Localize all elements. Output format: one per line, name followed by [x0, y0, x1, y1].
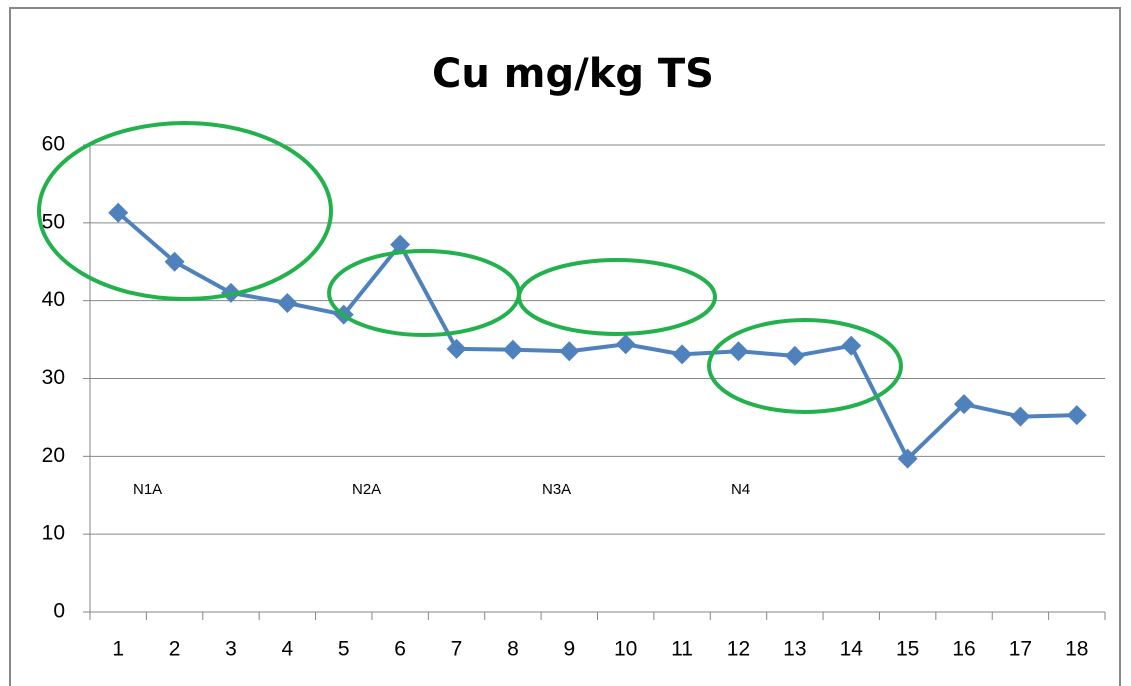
data-point: [615, 334, 636, 355]
ellipse: [37, 121, 333, 301]
x-tick-label: 13: [783, 638, 806, 661]
data-point: [728, 341, 749, 362]
data-point: [1010, 406, 1031, 427]
annotation: N4: [731, 481, 750, 498]
series-line: [116, 211, 1077, 461]
x-tick-label: 3: [225, 638, 237, 661]
y-tick-label: 40: [42, 288, 65, 311]
data-point: [784, 345, 805, 366]
data-point: [672, 344, 693, 365]
data-point: [502, 339, 523, 360]
data-point: [446, 338, 467, 359]
annotation: N3A: [542, 481, 571, 498]
ellipse: [517, 258, 717, 336]
chart-title: Cu mg/kg TS: [432, 51, 714, 97]
data-point: [559, 341, 580, 362]
x-tick-label: 5: [338, 638, 350, 661]
x-tick-label: 7: [451, 638, 463, 661]
data-point: [954, 394, 975, 415]
x-tick-label: 18: [1065, 638, 1088, 661]
highlight-ellipses: [37, 121, 903, 414]
annotation: N1A: [133, 481, 162, 498]
x-tick-label: 9: [563, 638, 575, 661]
x-tick-label: 17: [1009, 638, 1032, 661]
x-tick-label: 1: [112, 638, 124, 661]
ellipse: [707, 318, 903, 414]
y-tick-label: 60: [42, 133, 65, 156]
data-point: [108, 202, 129, 223]
chart-frame: [9, 7, 1121, 686]
x-tick-label: 14: [840, 638, 864, 661]
y-tick-label: 20: [42, 444, 65, 467]
y-tick-label: 30: [42, 366, 65, 389]
y-tick-label: 50: [42, 210, 65, 233]
data-point: [1066, 405, 1087, 426]
annotation: N2A: [352, 481, 381, 498]
x-tick-label: 8: [507, 638, 519, 661]
x-tick-label: 4: [282, 638, 294, 661]
x-tick-label: 12: [727, 638, 750, 661]
x-tick-label: 6: [394, 638, 406, 661]
data-point: [277, 293, 298, 314]
y-tick-label: 10: [42, 522, 65, 545]
y-tick-label: 0: [53, 600, 65, 623]
data-point: [164, 251, 185, 272]
data-point: [841, 335, 862, 356]
x-tick-label: 16: [952, 638, 975, 661]
x-tick-label: 10: [614, 638, 637, 661]
data-point: [390, 234, 411, 255]
x-tick-label: 15: [896, 638, 919, 661]
x-tick-label: 2: [169, 638, 181, 661]
x-tick-label: 11: [671, 638, 693, 661]
data-point: [897, 448, 918, 469]
